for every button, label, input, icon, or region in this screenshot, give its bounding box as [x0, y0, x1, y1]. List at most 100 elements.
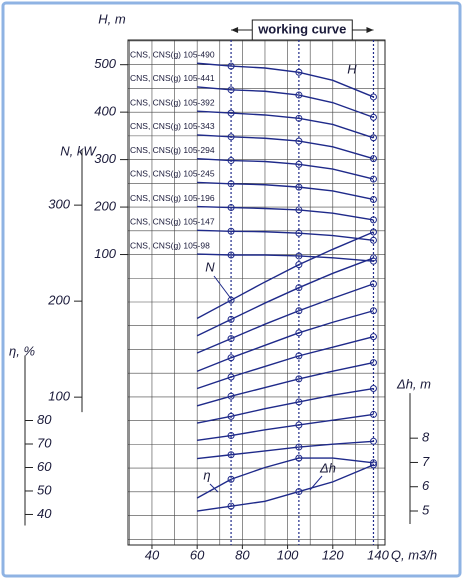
point [295, 421, 303, 429]
curve [196, 335, 374, 390]
curve [197, 253, 374, 262]
point [369, 307, 377, 315]
point [295, 91, 303, 99]
point [227, 412, 235, 420]
curve [197, 86, 374, 119]
y-tick-label: 70 [37, 435, 52, 450]
x-tick-label: 100 [277, 547, 299, 562]
curve [196, 361, 374, 407]
point [227, 502, 235, 510]
point [295, 398, 303, 406]
x-axis-title: Q, m3/h [391, 547, 437, 562]
curve [197, 440, 374, 460]
point [295, 488, 303, 496]
point [295, 375, 303, 383]
point [227, 227, 235, 235]
point [295, 137, 303, 145]
point [227, 157, 235, 165]
curve [197, 110, 374, 139]
leader-line [213, 275, 233, 301]
y-tick-label: 200 [93, 199, 116, 214]
point [295, 114, 303, 122]
point [369, 216, 377, 224]
point [369, 459, 377, 467]
point [227, 296, 235, 304]
curve [197, 134, 374, 160]
series-label: CNS, CNS(g) 105-245 [130, 169, 215, 179]
eta-axis-title: η, % [9, 343, 35, 358]
dh-axis-title: Δh, m [396, 376, 431, 391]
curve [197, 413, 374, 442]
point [295, 183, 303, 191]
point [295, 329, 303, 337]
y-tick-label: 300 [94, 151, 116, 166]
point [369, 175, 377, 183]
curve [197, 62, 374, 98]
point [369, 437, 377, 445]
x-tick-label: 80 [235, 547, 250, 562]
y-tick-label: 500 [94, 56, 116, 71]
point [369, 359, 377, 367]
x-tick-label: 40 [145, 547, 160, 562]
point [295, 68, 303, 76]
y-tick-label: 6 [422, 478, 430, 493]
point [369, 254, 377, 262]
series-label: CNS, CNS(g) 105-98 [130, 240, 210, 250]
point [295, 307, 303, 315]
curve [197, 387, 374, 424]
point [369, 280, 377, 288]
y-tick-label: 60 [37, 459, 52, 474]
y-tick-label: 100 [94, 246, 116, 261]
x-tick-label: 140 [367, 547, 389, 562]
series-label: CNS, CNS(g) 105-441 [130, 73, 215, 83]
x-tick-label: 60 [190, 547, 205, 562]
point [369, 333, 377, 341]
curve-label: η [203, 467, 210, 482]
point [295, 160, 303, 168]
point [369, 195, 377, 203]
point [369, 93, 377, 101]
y-tick-label: 300 [48, 197, 70, 212]
point [369, 461, 377, 469]
point [369, 410, 377, 418]
point [295, 352, 303, 360]
y-tick-label: 80 [37, 412, 52, 427]
y-tick-label: 200 [47, 293, 70, 308]
point [295, 206, 303, 214]
y-tick-label: 40 [37, 506, 52, 521]
series-label: CNS, CNS(g) 105-196 [130, 193, 215, 203]
series-label: CNS, CNS(g) 105-392 [130, 97, 215, 107]
point [295, 261, 303, 269]
point [227, 133, 235, 141]
annotation-box [251, 19, 353, 41]
y-tick-label: 7 [422, 454, 430, 469]
point [369, 113, 377, 121]
point [295, 284, 303, 292]
point [227, 204, 235, 212]
curve [196, 257, 374, 337]
annotation: working curve [257, 21, 346, 36]
y-tick-label: 8 [422, 430, 430, 445]
series-label: CNS, CNS(g) 105-490 [130, 50, 215, 60]
curve-label: Δh [319, 460, 336, 475]
point [227, 62, 235, 70]
point [369, 228, 377, 236]
point [227, 251, 235, 259]
curve-label: H [347, 61, 357, 76]
series-label: CNS, CNS(g) 105-343 [130, 121, 215, 131]
point [227, 180, 235, 188]
curve [197, 205, 374, 221]
curve [196, 231, 374, 320]
point [295, 252, 303, 260]
point [227, 354, 235, 362]
curve [196, 457, 374, 499]
point [227, 86, 235, 94]
y-tick-label: 400 [94, 104, 116, 119]
point [295, 229, 303, 237]
curve [196, 283, 374, 354]
point [227, 451, 235, 459]
point [227, 392, 235, 400]
curve [196, 310, 374, 372]
point [369, 385, 377, 393]
